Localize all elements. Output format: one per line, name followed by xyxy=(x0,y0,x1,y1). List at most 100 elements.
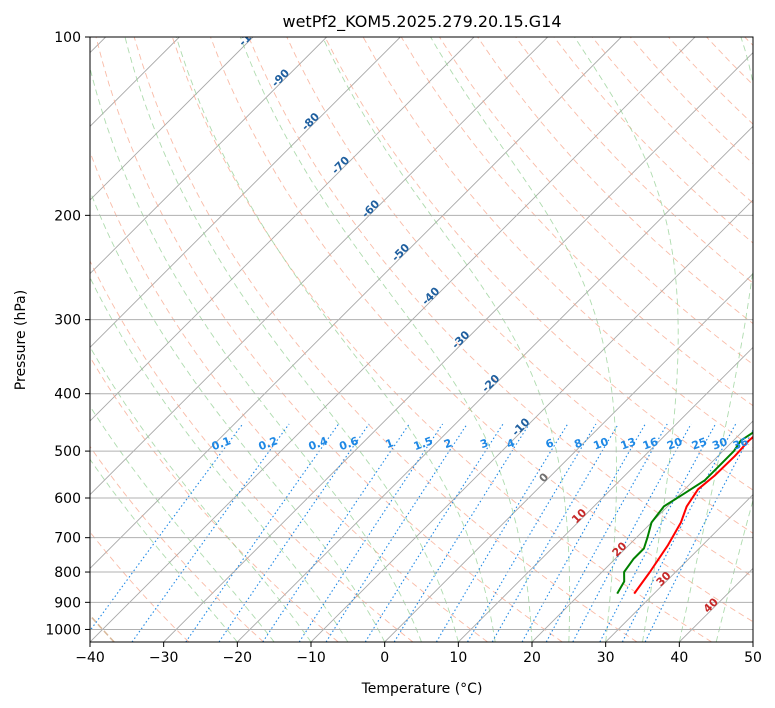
dry-adiabat xyxy=(210,37,753,623)
profiles xyxy=(616,431,753,595)
dry-adiabat xyxy=(515,37,753,284)
isotherm-line xyxy=(458,346,753,642)
x-tick-label: 30 xyxy=(597,650,615,666)
isobars xyxy=(90,37,753,630)
isotherm-line xyxy=(237,125,753,642)
x-tick-label: 20 xyxy=(523,650,541,666)
moist-adiabat xyxy=(239,37,533,642)
moist-adiabat xyxy=(430,37,617,642)
isotherm-line xyxy=(605,494,753,642)
y-tick-label: 1000 xyxy=(45,622,81,638)
moist-adiabat xyxy=(90,405,275,642)
mixing-ratio-line xyxy=(435,423,569,642)
temperature-profile xyxy=(633,435,753,595)
moist-adiabat xyxy=(124,37,459,642)
mixing-ratio-label: 3 xyxy=(478,436,490,451)
mixing-ratio-labels: 0.1 0.2 0.4 0.6 1 1.5 2 3 4 6 8 10 13 16 20 25 30 36 xyxy=(210,434,750,453)
dewpoint-profile xyxy=(616,431,753,595)
mixing-ratio-line xyxy=(621,423,737,642)
mixing-ratio-line xyxy=(364,423,504,642)
mixing-ratio-label: 2 xyxy=(442,436,454,451)
isotherm-line xyxy=(90,37,622,569)
isotherm-line xyxy=(384,273,753,642)
isotherm-line xyxy=(90,37,475,422)
chart-title: wetPf2_KOM5.2025.279.20.15.G14 xyxy=(282,12,561,32)
mixing-ratio-label: 1 xyxy=(384,436,396,451)
mixing-ratio-label: 36 xyxy=(731,435,750,453)
plot-frame xyxy=(89,36,754,643)
x-tick-label: −30 xyxy=(149,650,179,666)
y-tick-label: 900 xyxy=(54,595,81,611)
x-tick-label: 0 xyxy=(380,650,389,666)
isotherm-line xyxy=(90,37,254,201)
mixing-ratio-label: 0.6 xyxy=(338,434,361,453)
y-tick-label: 500 xyxy=(54,444,81,460)
x-tick-label: 10 xyxy=(449,650,467,666)
dry-adiabat xyxy=(133,37,638,642)
isotherm-line xyxy=(90,37,548,496)
x-tick-label: −20 xyxy=(223,650,253,666)
y-axis: 100 200 300 400 500 600 700 800 900 1000 xyxy=(45,30,90,638)
isotherm-label: -100 xyxy=(236,20,265,49)
dry-adiabat xyxy=(286,37,753,534)
y-tick-label: 100 xyxy=(54,30,81,46)
mixing-ratio-line xyxy=(185,423,340,642)
mixing-ratio-label: 30 xyxy=(710,435,729,453)
mixing-ratio-line xyxy=(545,423,668,642)
isotherm-line xyxy=(90,37,327,275)
mixing-ratio-label: 10 xyxy=(592,435,611,453)
isotherm-line xyxy=(90,37,401,348)
dry-adiabat xyxy=(90,259,414,642)
moist-adiabat xyxy=(90,66,422,642)
mixing-ratio-line xyxy=(572,423,692,642)
dry-adiabat xyxy=(90,356,339,642)
mixing-ratio-line xyxy=(218,423,370,642)
x-axis-title: Temperature (°C) xyxy=(361,681,483,697)
mixing-ratio-line xyxy=(467,423,597,642)
moist-adiabat xyxy=(715,498,753,642)
mixing-ratio-label: 6 xyxy=(544,436,556,451)
dry-adiabat xyxy=(171,37,712,642)
moist-adiabats xyxy=(90,37,753,642)
moist-adiabat xyxy=(90,190,386,642)
x-tick-label: 40 xyxy=(670,650,688,666)
mixing-ratio-label: 0.4 xyxy=(307,434,330,453)
isotherm-line xyxy=(531,420,753,642)
y-tick-label: 600 xyxy=(54,491,81,507)
mixing-ratio-label: 0.1 xyxy=(210,434,233,453)
skewed-isotherms xyxy=(90,37,753,642)
dry-adiabat xyxy=(248,37,753,578)
moist-adiabat xyxy=(175,37,496,642)
y-tick-label: 800 xyxy=(54,565,81,581)
mixing-ratio-label: 0.2 xyxy=(257,434,280,453)
moist-adiabat xyxy=(90,458,238,642)
moist-adiabat xyxy=(574,37,679,642)
x-tick-label: −10 xyxy=(296,650,326,666)
dry-adiabat xyxy=(90,445,264,642)
dry-adiabats xyxy=(90,37,753,642)
moist-adiabat xyxy=(90,276,349,642)
moist-adiabat xyxy=(678,37,753,642)
mixing-ratio-line xyxy=(521,423,646,642)
y-tick-label: 400 xyxy=(54,387,81,403)
plot-area: -100-90-80-70-60-50-40-30-20-10010203040… xyxy=(90,20,753,642)
mixing-ratio-line xyxy=(644,428,753,642)
mixing-ratio-line xyxy=(262,423,410,642)
mixing-ratio-line xyxy=(131,423,290,642)
moist-adiabat xyxy=(90,345,312,642)
x-axis: −40 −30 −20 −10 0 10 20 30 40 50 xyxy=(75,642,762,666)
x-tick-label: 50 xyxy=(744,650,762,666)
dry-adiabat xyxy=(95,37,563,642)
y-tick-label: 300 xyxy=(54,313,81,329)
mixing-ratio-label: 16 xyxy=(641,435,660,453)
y-tick-label: 700 xyxy=(54,531,81,547)
y-axis-title: Pressure (hPa) xyxy=(13,290,29,390)
mixing-ratio-line xyxy=(393,423,530,642)
x-tick-label: −40 xyxy=(75,650,105,666)
mixing-ratio-label: 8 xyxy=(572,436,584,451)
isotherm-line xyxy=(163,52,753,642)
moist-adiabat xyxy=(322,37,571,642)
mixing-ratio-lines xyxy=(90,423,753,642)
